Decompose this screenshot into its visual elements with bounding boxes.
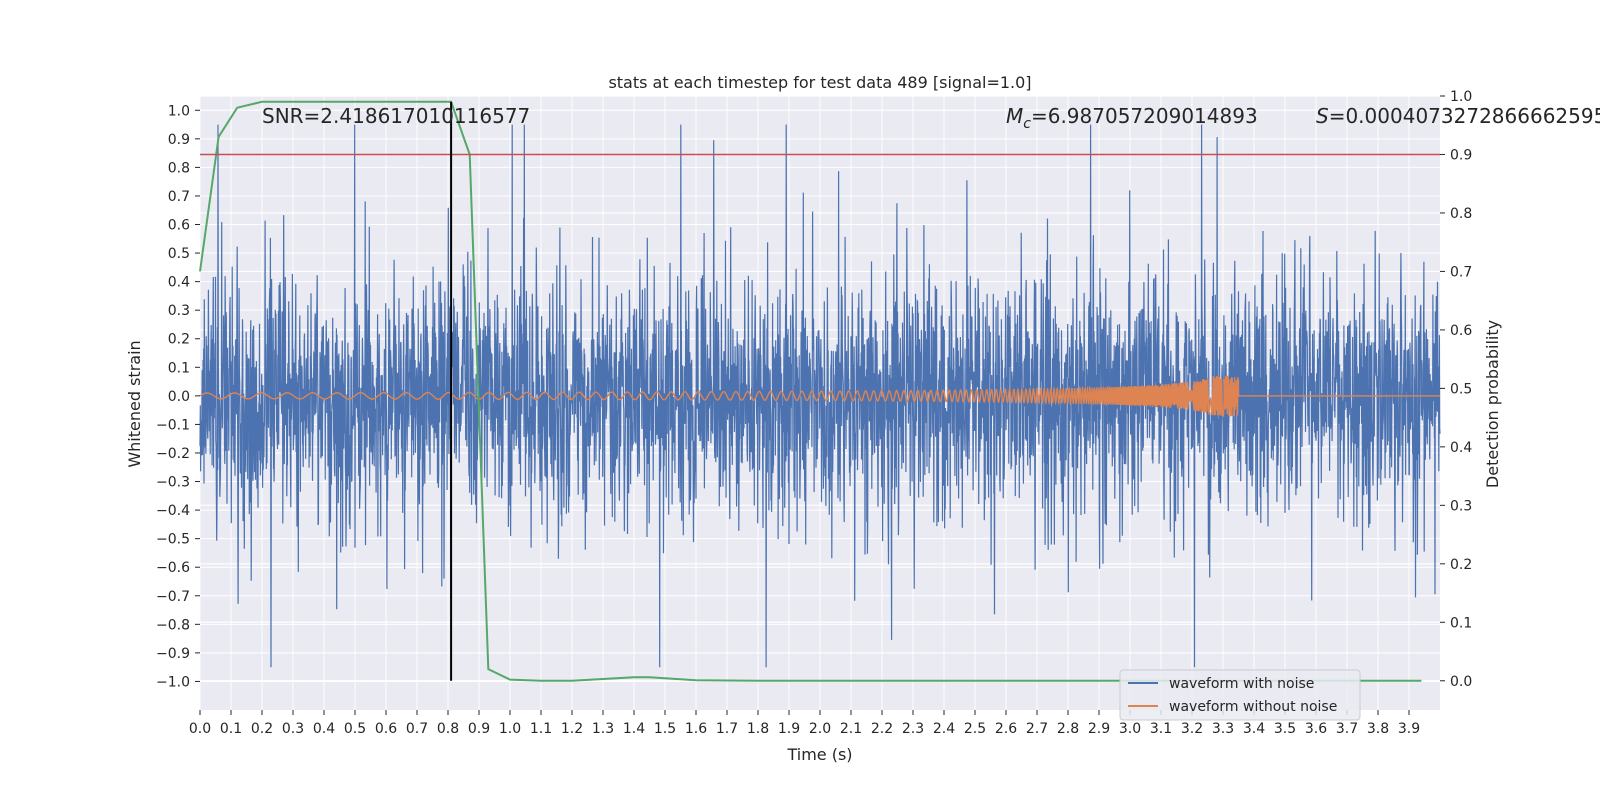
legend-box bbox=[1119, 669, 1361, 721]
x-tick-label: 3.3 bbox=[1212, 721, 1234, 737]
x-tick-label: 3.8 bbox=[1367, 721, 1389, 737]
x-tick-label: 0.8 bbox=[437, 721, 459, 737]
snr-annotation: SNR=2.418617010116577 bbox=[262, 104, 530, 128]
noise-series bbox=[199, 124, 1441, 668]
y-left-tick-label: 0.2 bbox=[168, 332, 190, 348]
y-right-tick-label: 0.5 bbox=[1450, 381, 1472, 397]
y-left-tick-label: −0.2 bbox=[156, 446, 190, 462]
x-tick-label: 0.2 bbox=[251, 721, 273, 737]
y-right-tick-label: 0.8 bbox=[1450, 206, 1472, 222]
y-left-tick-label: 0.1 bbox=[168, 360, 190, 376]
y-right-tick-label: 0.2 bbox=[1450, 557, 1472, 573]
y-left-tick-label: 0.8 bbox=[168, 160, 190, 176]
x-tick-label: 0.5 bbox=[344, 721, 366, 737]
y-right-axis-label: Detection probability bbox=[1483, 320, 1502, 488]
y-left-tick-label: −0.5 bbox=[156, 532, 190, 548]
legend-label-noise: waveform with noise bbox=[1169, 676, 1314, 692]
y-right-tick-label: 0.6 bbox=[1450, 323, 1472, 339]
s-value: =0.0004073272866662595 bbox=[1329, 104, 1600, 128]
y-left-axis-label: Whitened strain bbox=[125, 340, 144, 467]
x-tick-label: 1.9 bbox=[778, 721, 800, 737]
x-tick-label: 0.6 bbox=[375, 721, 397, 737]
x-tick-label: 2.3 bbox=[902, 721, 924, 737]
y-left-tick-label: 0.4 bbox=[168, 275, 190, 291]
x-tick-label: 2.6 bbox=[995, 721, 1017, 737]
y-left-tick-label: 0.6 bbox=[168, 218, 190, 234]
y-left-tick-label: 0.7 bbox=[168, 189, 190, 205]
x-tick-label: 1.1 bbox=[530, 721, 552, 737]
y-left-tick-label: 0.5 bbox=[168, 246, 190, 262]
x-tick-label: 2.5 bbox=[964, 721, 986, 737]
y-left-tick-label: 0.3 bbox=[168, 303, 190, 319]
y-right-tick-label: 0.9 bbox=[1450, 147, 1472, 163]
x-tick-label: 3.2 bbox=[1181, 721, 1203, 737]
mc-symbol: M bbox=[1006, 104, 1023, 128]
x-tick-label: 3.5 bbox=[1274, 721, 1296, 737]
signal-series-line bbox=[199, 374, 1440, 418]
y-right-tick-label: 0.7 bbox=[1450, 264, 1472, 280]
x-tick-label: 3.6 bbox=[1305, 721, 1327, 737]
y-left-tick-labels: −1.0 −0.9 −0.8 −0.7 −0.6 −0.5 −0.4 −0.3 −0.2 −0.1… bbox=[156, 103, 200, 690]
x-tick-label: 2.7 bbox=[1026, 721, 1048, 737]
x-tick-label: 2.4 bbox=[933, 721, 955, 737]
y-left-tick-label: −0.8 bbox=[156, 617, 190, 633]
x-tick-label: 3.0 bbox=[1119, 721, 1141, 737]
y-left-tick-label: −0.9 bbox=[156, 646, 190, 662]
y-right-tick-label: 0.3 bbox=[1450, 498, 1472, 514]
y-right-tick-label: 0.4 bbox=[1450, 440, 1472, 456]
x-tick-label: 2.1 bbox=[840, 721, 862, 737]
y-left-tick-label: −0.1 bbox=[156, 417, 190, 433]
y-left-tick-label: −0.4 bbox=[156, 503, 190, 519]
x-tick-label: 1.4 bbox=[623, 721, 645, 737]
x-tick-label: 0.0 bbox=[189, 721, 211, 737]
s-symbol: S bbox=[1316, 104, 1329, 128]
y-right-tick-labels: 0.0 0.1 0.2 0.3 0.4 0.5 0.6 0.7 0.8 0.9 1.0 bbox=[1440, 89, 1472, 690]
y-left-tick-label: 0.0 bbox=[168, 389, 190, 405]
mc-annotation: Mc=6.987057209014893 bbox=[1006, 104, 1258, 132]
x-tick-label: 1.5 bbox=[654, 721, 676, 737]
markers bbox=[200, 101, 1440, 681]
y-right-tick-label: 1.0 bbox=[1450, 89, 1472, 105]
s-annotation: S=0.0004073272866662595 bbox=[1316, 104, 1600, 128]
y-right-tick-label: 0.1 bbox=[1450, 615, 1472, 631]
x-tick-label: 3.7 bbox=[1336, 721, 1358, 737]
x-tick-label: 1.8 bbox=[747, 721, 769, 737]
x-tick-label: 1.7 bbox=[716, 721, 738, 737]
x-tick-label: 3.9 bbox=[1398, 721, 1420, 737]
y-left-tick-label: −1.0 bbox=[156, 674, 190, 690]
chart-title: stats at each timestep for test data 489… bbox=[608, 73, 1031, 92]
probability-series-line bbox=[199, 100, 1422, 682]
noise-series-line bbox=[199, 124, 1441, 668]
x-tick-label: 2.8 bbox=[1057, 721, 1079, 737]
probability-series bbox=[199, 100, 1422, 682]
x-tick-label: 1.2 bbox=[561, 721, 583, 737]
x-tick-label: 0.3 bbox=[282, 721, 304, 737]
x-tick-label: 0.4 bbox=[313, 721, 335, 737]
y-left-tick-label: −0.7 bbox=[156, 589, 190, 605]
x-tick-label: 3.4 bbox=[1243, 721, 1265, 737]
x-tick-label: 1.6 bbox=[685, 721, 707, 737]
x-tick-label: 1.3 bbox=[592, 721, 614, 737]
y-left-tick-label: −0.3 bbox=[156, 475, 190, 491]
mc-value: =6.987057209014893 bbox=[1031, 104, 1258, 128]
y-left-tick-label: −0.6 bbox=[156, 560, 190, 576]
mc-subscript: c bbox=[1023, 116, 1031, 132]
y-left-tick-label: 0.9 bbox=[168, 132, 190, 148]
x-tick-label: 0.1 bbox=[220, 721, 242, 737]
legend-label-signal: waveform without noise bbox=[1169, 699, 1337, 715]
x-tick-label: 2.0 bbox=[809, 721, 831, 737]
x-tick-labels: 0.0 0.1 0.2 0.3 0.4 0.5 0.6 0.7 0.8 0.9 1.0 1.1 1.2 1… bbox=[189, 710, 1420, 737]
signal-series bbox=[199, 374, 1440, 418]
x-tick-label: 0.9 bbox=[468, 721, 490, 737]
y-right-tick-label: 0.0 bbox=[1450, 674, 1472, 690]
x-tick-label: 3.1 bbox=[1150, 721, 1172, 737]
x-axis-label: Time (s) bbox=[786, 745, 852, 764]
x-tick-label: 2.2 bbox=[871, 721, 893, 737]
x-tick-label: 2.9 bbox=[1088, 721, 1110, 737]
legend: waveform with noise waveform without noi… bbox=[1119, 669, 1361, 721]
x-tick-label: 0.7 bbox=[406, 721, 428, 737]
y-left-tick-label: 1.0 bbox=[168, 103, 190, 119]
x-tick-label: 1.0 bbox=[499, 721, 521, 737]
